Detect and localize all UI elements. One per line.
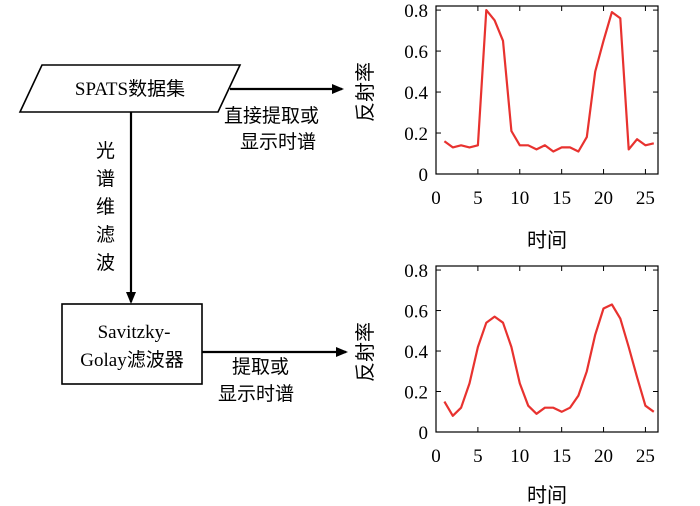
y-tick-label: 0	[419, 165, 429, 186]
bottom-arrow-label-line2: 显示时谱	[218, 383, 294, 405]
plot-frame	[435, 265, 659, 433]
y-tick-label: 0	[419, 423, 429, 444]
plot-frame	[435, 5, 659, 175]
bottom-arrow-label-line1: 提取或	[232, 356, 289, 378]
series-line	[443, 9, 655, 153]
dataset-label: SPATS数据集	[75, 78, 185, 100]
x-tick-label: 10	[510, 446, 529, 467]
dataset-node: SPATS数据集	[18, 64, 242, 113]
x-tick-label: 25	[636, 446, 655, 467]
filtered-spectrum-chart: 0 5 10 15 20 25 0 0.2 0.4 0.6 0.8 时间 反射率	[354, 261, 659, 506]
filter-step-char: 光	[96, 140, 115, 162]
x-tick-label: 5	[473, 188, 483, 209]
x-tick-label: 0	[431, 188, 441, 209]
x-tick-label: 15	[552, 188, 571, 209]
y-tick-label: 0.8	[404, 1, 428, 22]
x-tick-label: 0	[431, 446, 441, 467]
x-tick-label: 5	[473, 446, 483, 467]
y-tick-label: 0.2	[404, 383, 428, 404]
filter-step-char: 维	[96, 196, 115, 218]
x-tick-label: 25	[636, 188, 655, 209]
filter-box-line1: Savitzky-	[98, 322, 171, 343]
top-arrow-label-line2: 显示时谱	[240, 131, 316, 153]
y-axis-title: 反射率	[354, 322, 377, 382]
y-tick-label: 0.4	[404, 342, 428, 363]
raw-spectrum-chart: 0 5 10 15 20 25 0 0.2 0.4 0.6 0.8 时间 反射率	[354, 1, 659, 252]
y-tick-label: 0.4	[404, 83, 428, 104]
filter-step-char: 波	[96, 252, 115, 274]
filter-box-line2: Golay滤波器	[80, 349, 183, 371]
filter-step-char: 滤	[96, 224, 115, 246]
x-axis-title: 时间	[527, 484, 567, 506]
filter-step-char: 谱	[96, 168, 115, 190]
x-tick-label: 20	[594, 188, 613, 209]
filter-step-label: 光 谱 维 滤 波	[96, 140, 115, 274]
series-line	[443, 303, 655, 417]
y-tick-label: 0.8	[404, 261, 428, 282]
y-tick-label: 0.6	[404, 302, 428, 323]
filter-node: Savitzky- Golay滤波器	[61, 303, 203, 385]
x-axis-title: 时间	[527, 229, 567, 252]
x-tick-label: 20	[594, 446, 613, 467]
y-axis-title: 反射率	[354, 62, 377, 122]
dataset-parallelogram	[18, 64, 242, 113]
x-tick-label: 15	[552, 446, 571, 467]
top-arrow-label-line1: 直接提取或	[224, 105, 319, 127]
y-tick-label: 0.6	[404, 42, 428, 63]
filter-box	[61, 303, 203, 385]
y-tick-label: 0.2	[404, 124, 428, 145]
x-tick-label: 10	[510, 188, 529, 209]
